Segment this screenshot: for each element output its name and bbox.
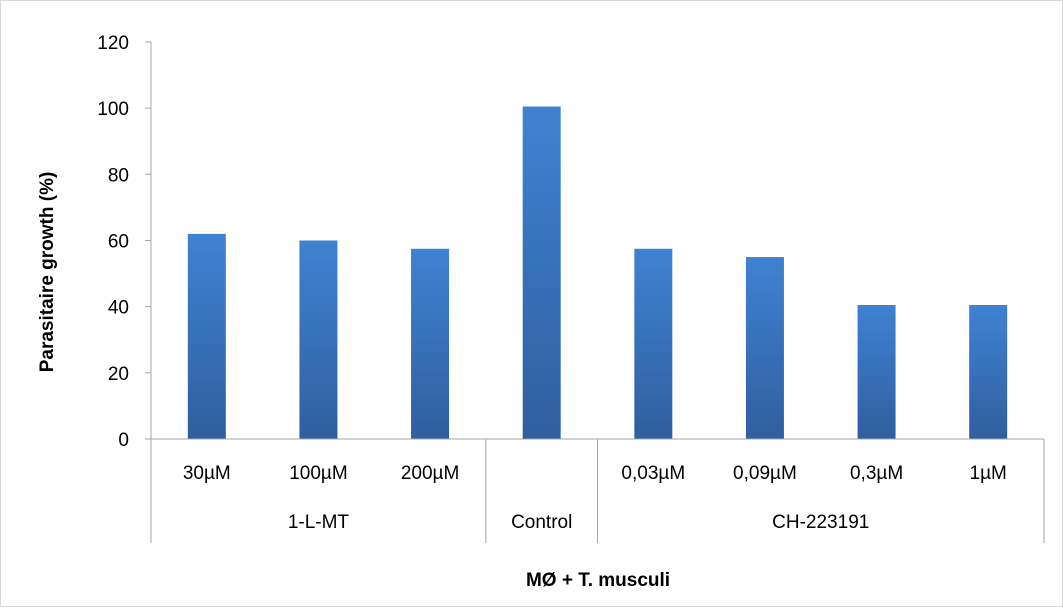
y-tick-label-2: 40 — [108, 298, 129, 319]
bar-1 — [299, 240, 338, 439]
category-label-6: 0,3µM — [850, 463, 903, 484]
x-axis-title: MØ + T. musculi — [526, 570, 670, 591]
y-tick-label-0: 0 — [118, 430, 129, 451]
category-label-7: 1µM — [970, 463, 1007, 484]
category-label-0: 30µM — [183, 463, 231, 484]
axes-layer — [145, 41, 1045, 543]
bar-5 — [745, 257, 784, 439]
category-label-2: 200µM — [401, 463, 459, 484]
y-tick-label-4: 80 — [108, 165, 129, 186]
category-label-5: 0,09µM — [733, 463, 797, 484]
bar-7 — [969, 305, 1008, 439]
bar-4 — [634, 248, 673, 439]
y-axis-title: Parasitaire growth (%) — [37, 172, 58, 373]
category-label-1: 100µM — [289, 463, 347, 484]
group-label-0: 1-L-MT — [288, 512, 350, 533]
bar-6 — [857, 305, 896, 439]
group-label-2: CH-223191 — [772, 512, 869, 533]
bars-layer — [187, 106, 1008, 439]
y-tick-label-3: 60 — [108, 232, 129, 253]
labels-layer: 0 20 40 60 80 100 120 30µM 100µM 200µM 0,03µM 0,09µ… — [97, 33, 1007, 533]
bar-2 — [411, 248, 450, 439]
y-tick-label-5: 100 — [97, 99, 129, 120]
y-tick-label-1: 20 — [108, 364, 129, 385]
y-tick-label-6: 120 — [97, 33, 129, 54]
bar-3 — [522, 106, 561, 439]
category-label-4: 0,03µM — [621, 463, 685, 484]
group-label-1: Control — [511, 512, 572, 533]
bar-0 — [187, 233, 226, 439]
